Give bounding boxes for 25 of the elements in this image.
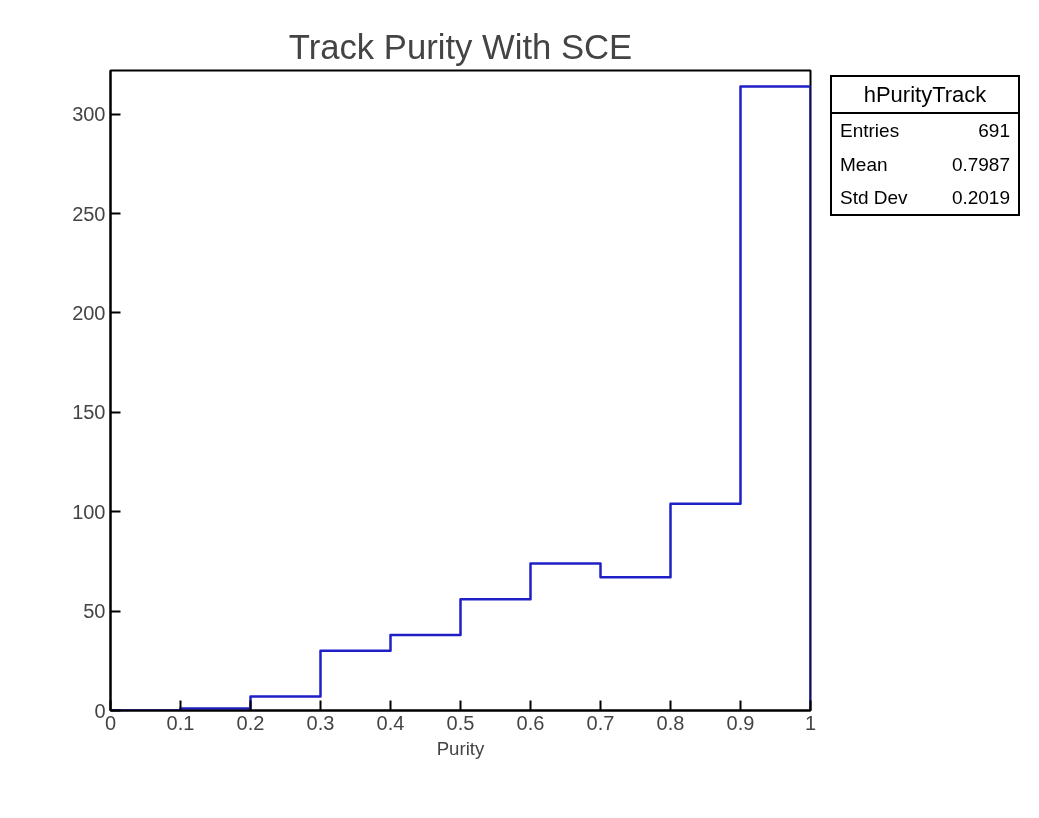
text: 691 [978,119,1010,144]
y-tick-label: 100 [72,500,106,523]
text: 0.7987 [951,152,1010,177]
x-tick-label: 0.6 [516,711,545,734]
x-tick-label: 0.5 [446,711,475,734]
x-tick-label: 0.4 [376,711,405,734]
text: Std Dev [840,185,908,210]
x-tick-label: 0.2 [236,711,265,734]
x-tick-label: 0.1 [166,711,195,734]
x-tick-label: 0.3 [306,711,335,734]
x-tick-label: 0.8 [656,711,685,734]
x-tick-label: 0.7 [586,711,615,734]
text: hPurityTrack [832,77,1018,115]
y-tick-label: 200 [72,301,106,324]
x-axis-title: Purity [436,737,486,759]
text: Mean [840,152,888,177]
y-tick-label: 300 [72,103,106,126]
x-tick-label: 0.9 [726,711,755,734]
y-tick-label: 50 [83,600,106,623]
text: 0.2019 [951,185,1010,210]
y-tick-label: 250 [72,202,106,225]
x-tick-label: 1 [804,711,817,734]
chart-title: Track Purity With SCE [288,27,633,66]
y-tick-label: 150 [72,401,106,424]
text: Entries [840,119,900,144]
